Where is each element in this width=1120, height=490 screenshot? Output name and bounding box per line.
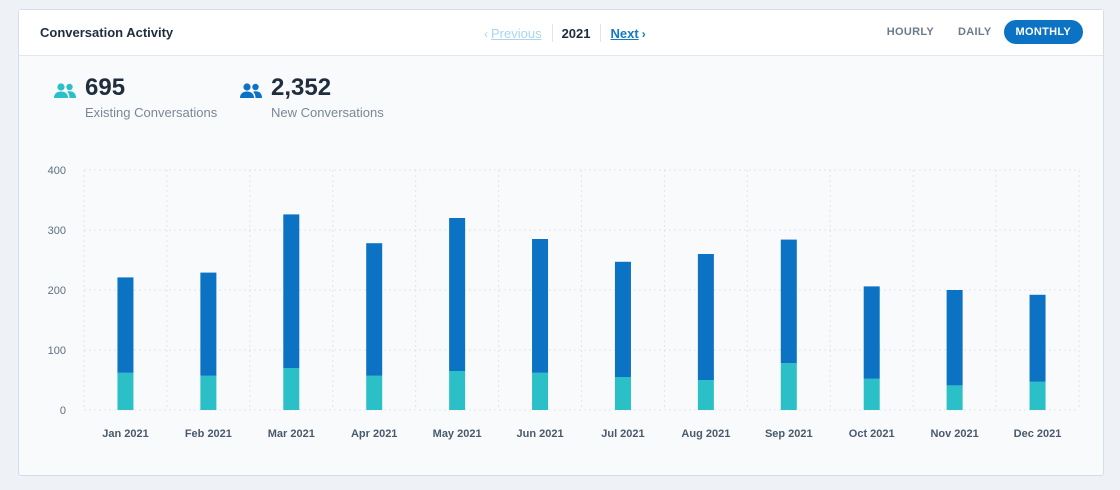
pager-divider <box>599 24 601 42</box>
current-year: 2021 <box>561 25 591 41</box>
bar-existing[interactable] <box>780 363 797 410</box>
chevron-right-icon: › <box>641 26 646 41</box>
x-tick-label: Feb 2021 <box>185 428 232 440</box>
daily-button[interactable]: DAILY <box>958 26 992 38</box>
bar-new[interactable] <box>863 286 880 379</box>
bar-new[interactable] <box>449 218 466 371</box>
granularity-toggle: HOURLY DAILY MONTHLY <box>875 20 1083 44</box>
bar-existing[interactable] <box>449 371 466 410</box>
bar-new[interactable] <box>614 261 631 377</box>
conversation-activity-card: Conversation Activity ‹ Previous 2021 Nex… <box>18 9 1104 476</box>
monthly-button[interactable]: MONTHLY <box>1003 20 1083 44</box>
y-tick-label: 100 <box>48 345 66 357</box>
x-tick-label: Jul 2021 <box>601 428 644 440</box>
existing-label: Existing Conversations <box>85 105 218 120</box>
x-tick-label: Mar 2021 <box>268 428 315 440</box>
bar-existing[interactable] <box>366 375 383 410</box>
bar-new[interactable] <box>1029 294 1046 382</box>
x-tick-label: Dec 2021 <box>1014 428 1062 440</box>
y-tick-label: 200 <box>48 285 66 297</box>
bar-new[interactable] <box>697 254 714 380</box>
y-tick-label: 0 <box>60 405 66 417</box>
bar-new[interactable] <box>117 277 134 373</box>
bar-existing[interactable] <box>117 372 134 410</box>
x-tick-label: Jun 2021 <box>516 428 563 440</box>
bar-existing[interactable] <box>863 378 880 410</box>
bar-new[interactable] <box>946 290 963 386</box>
new-label: New Conversations <box>271 105 384 120</box>
bar-existing[interactable] <box>200 375 217 410</box>
card-title: Conversation Activity <box>40 25 174 40</box>
x-tick-label: Sep 2021 <box>765 428 813 440</box>
bar-existing[interactable] <box>614 377 631 410</box>
hourly-button[interactable]: HOURLY <box>886 26 935 38</box>
bar-new[interactable] <box>366 243 383 376</box>
year-pager: ‹ Previous 2021 Next › <box>481 24 649 42</box>
chevron-left-icon: ‹ <box>484 26 488 41</box>
y-tick-label: 400 <box>48 165 66 177</box>
bar-existing[interactable] <box>283 368 300 410</box>
bar-new[interactable] <box>283 214 300 368</box>
users-icon <box>54 83 76 98</box>
bar-new[interactable] <box>780 239 797 364</box>
previous-link[interactable]: ‹ Previous <box>481 26 552 41</box>
existing-count: 695 <box>85 74 126 101</box>
pager-divider <box>551 24 553 42</box>
x-tick-label: Apr 2021 <box>351 428 397 440</box>
bar-existing[interactable] <box>697 380 714 410</box>
x-tick-label: May 2021 <box>433 428 482 440</box>
new-count: 2,352 <box>271 74 332 101</box>
x-tick-label: Jan 2021 <box>102 428 148 440</box>
x-tick-label: Oct 2021 <box>849 428 895 440</box>
bar-existing[interactable] <box>1029 381 1046 410</box>
card-header: Conversation Activity ‹ Previous 2021 Nex… <box>19 10 1103 56</box>
bar-existing[interactable] <box>532 372 549 410</box>
x-tick-label: Nov 2021 <box>930 428 978 440</box>
previous-label: Previous <box>491 25 542 41</box>
bar-existing[interactable] <box>946 385 963 410</box>
y-tick-label: 300 <box>48 225 66 237</box>
x-tick-label: Aug 2021 <box>681 428 730 440</box>
conversation-chart: 0 100 200 300 400 Jan 2021 Feb 2021 Mar 2021 Apr… <box>48 165 1080 440</box>
bar-new[interactable] <box>532 239 549 373</box>
bar-new[interactable] <box>200 272 217 376</box>
next-label: Next <box>610 25 639 41</box>
users-icon <box>240 83 262 98</box>
next-link[interactable]: Next › <box>601 26 649 41</box>
